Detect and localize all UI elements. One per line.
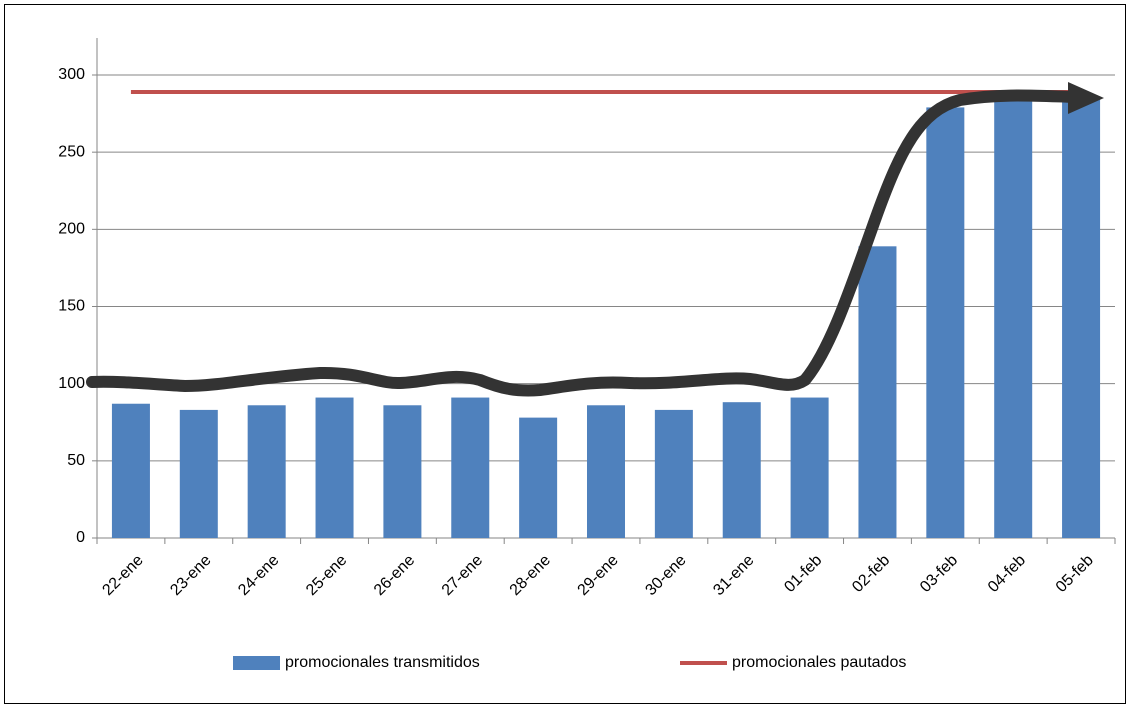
bar xyxy=(654,409,693,538)
bar xyxy=(994,98,1033,539)
legend-label: promocionales pautados xyxy=(732,654,906,671)
bar xyxy=(451,397,490,538)
legend-label: promocionales transmitidos xyxy=(285,654,480,671)
bar xyxy=(315,397,354,538)
bar xyxy=(722,402,761,538)
bar xyxy=(1062,98,1101,539)
bar xyxy=(858,246,897,538)
bar xyxy=(790,397,829,538)
bar xyxy=(926,107,965,538)
y-tick-label: 100 xyxy=(58,375,85,392)
y-tick-label: 200 xyxy=(58,221,85,238)
y-tick-label: 150 xyxy=(58,298,85,315)
arrow-head xyxy=(1068,82,1104,114)
y-tick-label: 250 xyxy=(58,143,85,160)
y-tick-label: 0 xyxy=(76,529,85,546)
y-tick-label: 50 xyxy=(67,452,85,469)
bar xyxy=(586,405,626,538)
bar xyxy=(519,417,558,538)
bar xyxy=(383,405,422,538)
bar xyxy=(247,405,286,538)
legend-swatch xyxy=(233,656,280,670)
bar xyxy=(179,409,218,538)
y-tick-label: 300 xyxy=(58,66,85,83)
trend-arrow xyxy=(86,89,1081,397)
bar xyxy=(111,403,150,538)
